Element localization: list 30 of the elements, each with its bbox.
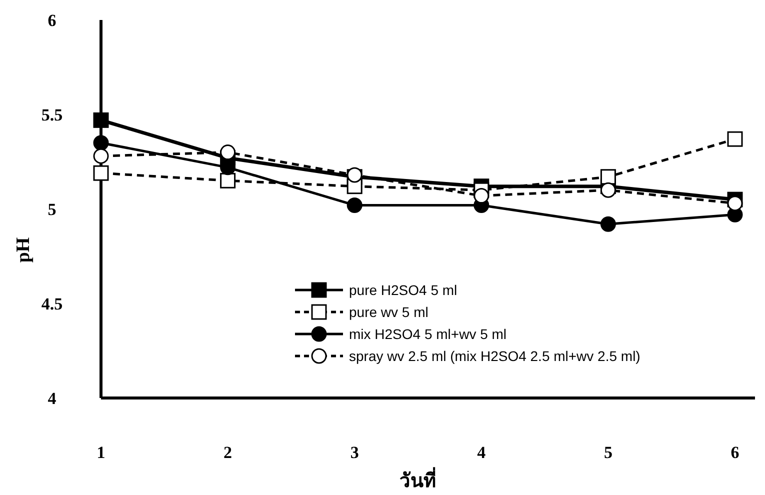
legend-label: spray wv 2.5 ml (mix H2SO4 2.5 ml+wv 2.5 ml) bbox=[349, 348, 640, 364]
y-axis-title: pH bbox=[13, 237, 34, 263]
point bbox=[93, 148, 109, 164]
y-tick-label: 6 bbox=[48, 11, 56, 30]
point bbox=[600, 182, 616, 198]
x-tick-label: 2 bbox=[224, 443, 232, 462]
y-tick-label: 5.5 bbox=[41, 106, 63, 124]
x-tick-label: 6 bbox=[730, 443, 740, 462]
legend-label: pure wv 5 ml bbox=[349, 304, 428, 320]
point bbox=[346, 197, 362, 213]
legend-label: mix H2SO4 5 ml+wv 5 ml bbox=[349, 326, 507, 342]
x-axis-title: วันที่ bbox=[400, 467, 436, 492]
y-tick-label: 5 bbox=[48, 200, 56, 219]
point bbox=[220, 172, 236, 188]
x-tick-label: 3 bbox=[350, 443, 359, 462]
x-tick-label: 5 bbox=[604, 443, 612, 462]
point bbox=[220, 144, 236, 160]
point bbox=[93, 112, 109, 128]
x-tick-label: 1 bbox=[96, 443, 106, 462]
point bbox=[93, 135, 109, 151]
point bbox=[474, 188, 490, 204]
point bbox=[727, 196, 743, 212]
legend-label: pure H2SO4 5 ml bbox=[349, 282, 458, 298]
point bbox=[727, 131, 743, 147]
point bbox=[93, 165, 109, 181]
point bbox=[600, 169, 616, 185]
y-tick-label: 4 bbox=[48, 389, 57, 408]
y-tick-label: 4.5 bbox=[41, 294, 63, 314]
x-tick-label: 4 bbox=[477, 443, 486, 462]
point bbox=[600, 216, 616, 232]
